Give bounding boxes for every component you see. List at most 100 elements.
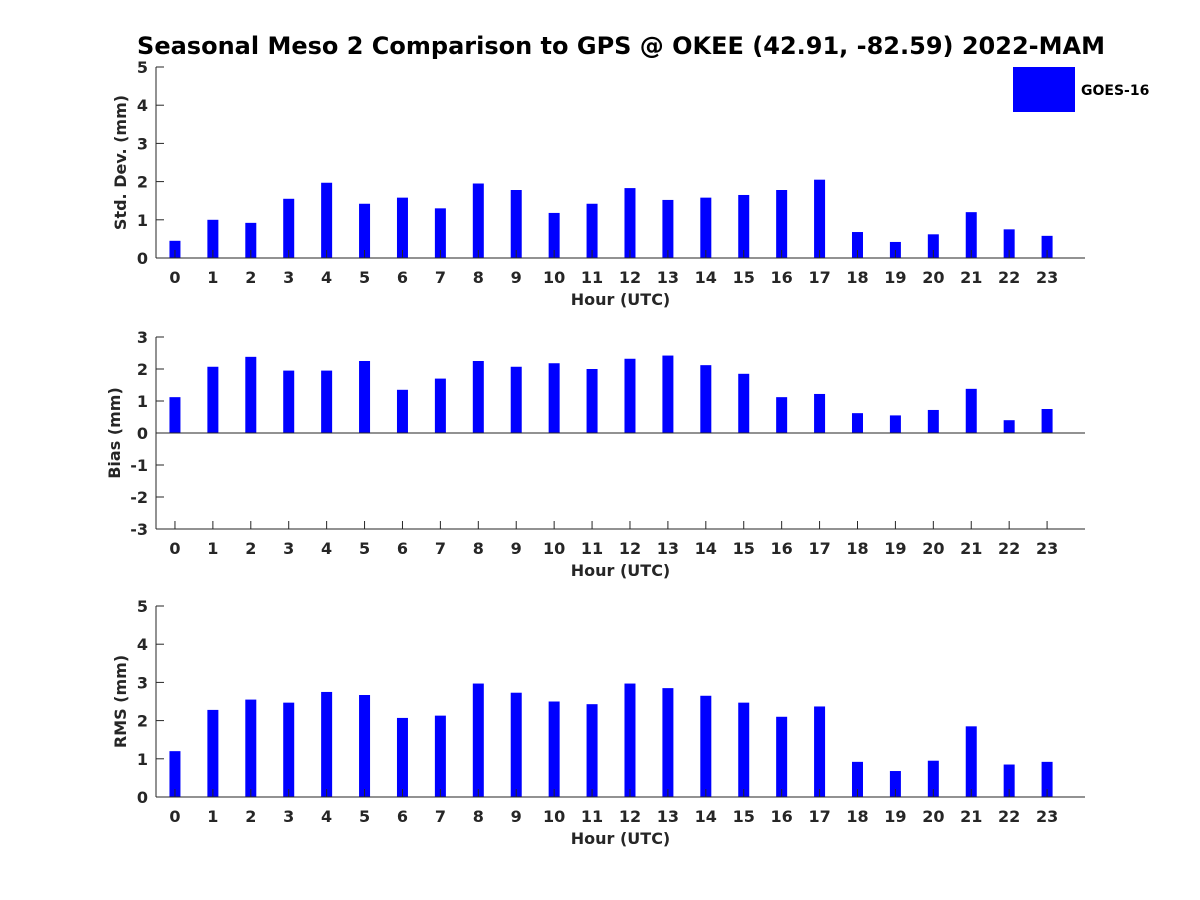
x-tick-label: 5: [359, 268, 370, 287]
bar: [927, 234, 939, 258]
bar: [889, 415, 901, 433]
x-tick-label: 15: [733, 807, 755, 826]
x-tick-label: 7: [435, 268, 446, 287]
bar: [169, 240, 181, 258]
bar: [207, 366, 219, 433]
bar: [434, 715, 446, 797]
bar: [776, 190, 788, 258]
x-tick-label: 12: [619, 539, 641, 558]
bar: [548, 212, 560, 258]
bar: [889, 241, 901, 258]
bar: [851, 761, 863, 797]
chart-title: Seasonal Meso 2 Comparison to GPS @ OKEE…: [137, 32, 1105, 60]
bar: [548, 701, 560, 797]
x-tick-label: 10: [543, 539, 565, 558]
bar: [851, 413, 863, 433]
x-tick-label: 6: [397, 539, 408, 558]
x-tick-label: 15: [733, 268, 755, 287]
bar: [662, 688, 674, 797]
x-tick-label: 9: [511, 268, 522, 287]
x-tick-label: 19: [884, 539, 906, 558]
y-tick-label: 3: [137, 328, 148, 347]
x-tick-label: 12: [619, 268, 641, 287]
bar: [1041, 235, 1053, 258]
x-tick-label: 11: [581, 539, 603, 558]
legend-box: [1013, 67, 1075, 112]
x-tick-label: 6: [397, 807, 408, 826]
y-tick-label: 2: [137, 360, 148, 379]
x-tick-label: 1: [207, 268, 218, 287]
bar: [814, 393, 826, 433]
bar: [776, 716, 788, 797]
bar: [359, 203, 371, 258]
bar: [207, 709, 219, 797]
bar: [965, 212, 977, 258]
y-tick-label: 0: [137, 788, 148, 807]
x-tick-label: 14: [695, 539, 717, 558]
x-tick-label: 15: [733, 539, 755, 558]
bar: [396, 717, 408, 797]
x-tick-label: 23: [1036, 539, 1058, 558]
bar: [851, 232, 863, 258]
y-tick-label: -3: [130, 520, 148, 539]
x-tick-label: 18: [846, 807, 868, 826]
bar: [169, 751, 181, 797]
bar: [472, 683, 484, 797]
bar: [738, 702, 750, 797]
x-tick-label: 23: [1036, 807, 1058, 826]
x-tick-label: 8: [473, 268, 484, 287]
x-tick-label: 16: [771, 268, 793, 287]
bar: [1003, 229, 1015, 258]
x-tick-label: 9: [511, 807, 522, 826]
bar: [700, 695, 712, 797]
legend-label: GOES-16: [1081, 83, 1149, 99]
x-tick-label: 4: [321, 807, 332, 826]
x-tick-label: 3: [283, 268, 294, 287]
x-tick-label: 20: [922, 268, 944, 287]
bar: [359, 695, 371, 797]
bar: [283, 702, 295, 797]
x-tick-label: 17: [808, 807, 830, 826]
x-tick-label: 12: [619, 807, 641, 826]
bar: [434, 208, 446, 258]
bar: [1041, 409, 1053, 433]
x-tick-label: 0: [169, 807, 180, 826]
x-axis-label: Hour (UTC): [571, 561, 671, 580]
y-axis-label: Bias (mm): [105, 387, 124, 479]
bar: [1041, 761, 1053, 797]
bar: [245, 356, 257, 433]
bar: [624, 358, 636, 433]
bar: [586, 704, 598, 797]
y-tick-label: 1: [137, 392, 148, 411]
x-tick-label: 7: [435, 539, 446, 558]
x-tick-label: 0: [169, 268, 180, 287]
y-tick-label: 5: [137, 597, 148, 616]
x-tick-label: 13: [657, 807, 679, 826]
bar: [927, 409, 939, 433]
bar: [814, 179, 826, 258]
y-tick-label: 3: [137, 134, 148, 153]
y-tick-label: 0: [137, 249, 148, 268]
x-tick-label: 21: [960, 539, 982, 558]
bar: [586, 203, 598, 258]
x-tick-label: 5: [359, 539, 370, 558]
x-tick-label: 22: [998, 807, 1020, 826]
bar: [283, 198, 295, 258]
x-tick-label: 17: [808, 539, 830, 558]
y-tick-label: 2: [137, 712, 148, 731]
x-tick-label: 10: [543, 807, 565, 826]
y-tick-label: -2: [130, 488, 148, 507]
bar: [434, 378, 446, 433]
x-tick-label: 14: [695, 268, 717, 287]
bar: [207, 219, 219, 258]
bar: [472, 183, 484, 258]
legend: GOES-16: [1013, 67, 1149, 112]
x-tick-label: 6: [397, 268, 408, 287]
x-tick-label: 18: [846, 268, 868, 287]
x-axis-label: Hour (UTC): [571, 829, 671, 848]
x-tick-label: 1: [207, 539, 218, 558]
x-tick-label: 8: [473, 539, 484, 558]
